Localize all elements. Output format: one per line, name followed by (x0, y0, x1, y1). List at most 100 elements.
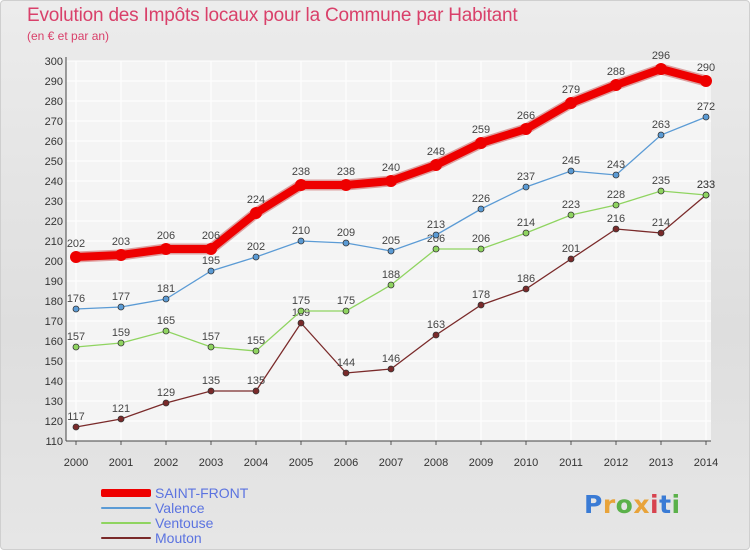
data-label-ventouse: 159 (112, 327, 130, 339)
logo-letter: x (633, 490, 650, 519)
x-tick-label: 2000 (64, 457, 88, 469)
data-point-valence (297, 237, 305, 245)
y-tick-label: 270 (45, 116, 63, 128)
chart-subtitle: (en € et par an) (27, 29, 110, 43)
data-label-saint-front: 238 (292, 166, 310, 178)
data-label-ventouse: 188 (382, 269, 400, 281)
data-point-saint-front (115, 249, 127, 261)
data-point-valence (72, 305, 80, 313)
data-label-ventouse: 175 (337, 295, 355, 307)
data-label-ventouse: 155 (247, 335, 265, 347)
data-label-mouton: 144 (337, 357, 355, 369)
legend-label-ventouse: Ventouse (155, 514, 214, 531)
y-tick-label: 210 (45, 236, 63, 248)
data-label-saint-front: 296 (652, 50, 670, 62)
data-point-valence (207, 267, 215, 275)
data-point-saint-front (655, 63, 667, 75)
data-label-ventouse: 157 (67, 331, 85, 343)
data-point-valence (477, 205, 485, 213)
data-label-valence: 195 (202, 255, 220, 267)
y-tick-label: 130 (45, 396, 63, 408)
data-label-saint-front: 206 (157, 230, 175, 242)
data-point-valence (342, 239, 350, 247)
data-point-mouton (297, 319, 305, 327)
data-point-ventouse (612, 201, 620, 209)
data-point-mouton (522, 285, 530, 293)
x-tick-label: 2013 (649, 457, 673, 469)
y-tick-label: 250 (45, 156, 63, 168)
data-label-mouton: 129 (157, 387, 175, 399)
x-tick-label: 2011 (559, 457, 583, 469)
y-tick-label: 170 (45, 316, 63, 328)
data-label-valence: 177 (112, 291, 130, 303)
legend-swatch-mouton (101, 536, 151, 539)
data-label-ventouse: 223 (562, 199, 580, 211)
data-point-valence (432, 231, 440, 239)
y-tick-label: 200 (45, 256, 63, 268)
data-point-ventouse (72, 343, 80, 351)
data-point-valence (702, 113, 710, 121)
data-label-ventouse: 235 (652, 175, 670, 187)
data-label-mouton: 163 (427, 319, 445, 331)
legend-swatch-valence (101, 506, 151, 509)
data-label-ventouse: 175 (292, 295, 310, 307)
proxiti-logo: Proxiti (584, 490, 681, 519)
data-label-mouton: 117 (67, 411, 85, 423)
data-label-saint-front: 206 (202, 230, 220, 242)
x-tick-label: 2001 (109, 457, 133, 469)
data-point-ventouse (522, 229, 530, 237)
logo-letter: o (615, 490, 634, 519)
data-point-mouton (162, 399, 170, 407)
data-point-ventouse (207, 343, 215, 351)
data-point-ventouse (297, 307, 305, 315)
x-tick-label: 2004 (244, 457, 268, 469)
data-point-saint-front (520, 123, 532, 135)
data-point-ventouse (162, 327, 170, 335)
data-point-mouton (567, 255, 575, 263)
data-label-valence: 210 (292, 225, 310, 237)
data-label-valence: 181 (157, 283, 175, 295)
data-point-ventouse (387, 281, 395, 289)
data-label-valence: 202 (247, 241, 265, 253)
data-point-mouton (432, 331, 440, 339)
data-point-valence (657, 131, 665, 139)
data-point-mouton (117, 415, 125, 423)
y-tick-label: 290 (45, 76, 63, 88)
data-label-saint-front: 288 (607, 66, 625, 78)
data-label-saint-front: 224 (247, 194, 265, 206)
legend-swatch-ventouse (101, 521, 151, 524)
legend-label-saint-front: SAINT-FRONT (155, 484, 249, 501)
data-label-valence: 209 (337, 227, 355, 239)
data-label-valence: 176 (67, 293, 85, 305)
data-point-mouton (477, 301, 485, 309)
legend-item-saint-front: SAINT-FRONT (101, 484, 249, 501)
chart-title: Evolution des Impôts locaux pour la Comm… (27, 5, 518, 26)
data-point-mouton (252, 387, 260, 395)
data-point-mouton (342, 369, 350, 377)
data-label-saint-front: 203 (112, 236, 130, 248)
data-point-valence (252, 253, 260, 261)
x-tick-label: 2006 (334, 457, 358, 469)
x-tick-label: 2008 (424, 457, 448, 469)
x-tick-label: 2003 (199, 457, 223, 469)
data-label-valence: 205 (382, 235, 400, 247)
data-point-saint-front (70, 251, 82, 263)
data-label-mouton: 201 (562, 243, 580, 255)
y-tick-label: 150 (45, 356, 63, 368)
y-tick-label: 180 (45, 296, 63, 308)
x-tick-label: 2010 (514, 457, 538, 469)
data-label-mouton: 135 (247, 375, 265, 387)
y-tick-label: 140 (45, 376, 63, 388)
data-point-mouton (657, 229, 665, 237)
data-label-saint-front: 259 (472, 124, 490, 136)
y-tick-label: 240 (45, 176, 63, 188)
y-tick-label: 160 (45, 336, 63, 348)
data-label-valence: 226 (472, 193, 490, 205)
data-point-saint-front (160, 243, 172, 255)
data-point-ventouse (117, 339, 125, 347)
legend-label-valence: Valence (155, 499, 205, 516)
y-tick-label: 220 (45, 216, 63, 228)
data-point-valence (522, 183, 530, 191)
legend-swatch-saint-front (101, 488, 151, 497)
